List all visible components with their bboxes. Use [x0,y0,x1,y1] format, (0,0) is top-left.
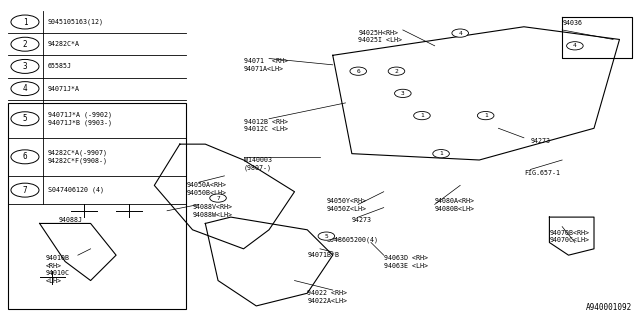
Text: 94012B <RH>
94012C <LH>: 94012B <RH> 94012C <LH> [244,119,287,132]
Text: S045105163(12): S045105163(12) [48,19,104,25]
Text: 2: 2 [395,69,398,74]
Text: 1: 1 [484,113,488,118]
Text: 94063D <RH>
94063E <LH>: 94063D <RH> 94063E <LH> [384,255,428,269]
Text: 94036: 94036 [562,20,582,27]
Text: 7: 7 [216,196,220,201]
Text: 1: 1 [420,113,424,118]
Text: 3: 3 [22,62,28,71]
Text: 94010B
<RH>
94010C
<LH>: 94010B <RH> 94010C <LH> [46,255,70,284]
Text: 94050Y<RH>
94050Z<LH>: 94050Y<RH> 94050Z<LH> [326,198,366,212]
Text: 4: 4 [573,43,577,48]
Text: 94273: 94273 [352,217,372,223]
Text: 6: 6 [22,152,28,161]
Text: 94050A<RH>
94050B<LH>: 94050A<RH> 94050B<LH> [186,182,226,196]
Text: 2: 2 [22,40,28,49]
Text: 5: 5 [22,114,28,123]
Text: 94282C*A: 94282C*A [48,41,80,47]
Text: 94022 <RH>
94022A<LH>: 94022 <RH> 94022A<LH> [307,290,348,304]
Text: 7: 7 [22,186,28,195]
Circle shape [210,194,227,202]
Circle shape [318,232,335,240]
Text: 4: 4 [22,84,28,93]
Text: 94070B<RH>
94070C<LH>: 94070B<RH> 94070C<LH> [549,230,589,243]
Text: 1: 1 [439,151,443,156]
Circle shape [388,67,404,75]
Text: W140003
(9807-): W140003 (9807-) [244,157,271,171]
Text: 3: 3 [401,91,404,96]
Text: 94071B*B: 94071B*B [307,252,339,258]
Circle shape [566,42,583,50]
Text: 94071J*A (-9902)
94071J*B (9903-): 94071J*A (-9902) 94071J*B (9903-) [48,111,112,126]
Text: A940001092: A940001092 [586,303,632,312]
FancyBboxPatch shape [8,103,186,309]
Text: 6: 6 [356,69,360,74]
Text: FIG.657-1: FIG.657-1 [524,170,560,175]
Text: S047406120 (4): S047406120 (4) [48,187,104,193]
Circle shape [413,111,430,120]
Circle shape [452,29,468,37]
Text: 94273: 94273 [531,138,550,144]
Text: 4: 4 [458,31,462,36]
Text: 94071J*A: 94071J*A [48,86,80,92]
Text: 94025H<RH>
94025I <LH>: 94025H<RH> 94025I <LH> [358,30,402,44]
Circle shape [350,67,367,75]
Text: 1: 1 [22,18,28,27]
Text: 94080A<RH>
94080B<LH>: 94080A<RH> 94080B<LH> [435,198,475,212]
Circle shape [433,149,449,158]
Text: 5: 5 [324,234,328,239]
Text: 94071  <RH>
94071A<LH>: 94071 <RH> 94071A<LH> [244,59,287,72]
Circle shape [394,89,411,98]
Text: S048605200(4): S048605200(4) [326,236,378,243]
Text: 94088J: 94088J [59,217,83,223]
Text: 65585J: 65585J [48,63,72,69]
Circle shape [477,111,494,120]
Text: 94282C*A(-9907)
94282C*F(9908-): 94282C*A(-9907) 94282C*F(9908-) [48,149,108,164]
Text: 94088V<RH>
94088W<LH>: 94088V<RH> 94088W<LH> [193,204,232,218]
